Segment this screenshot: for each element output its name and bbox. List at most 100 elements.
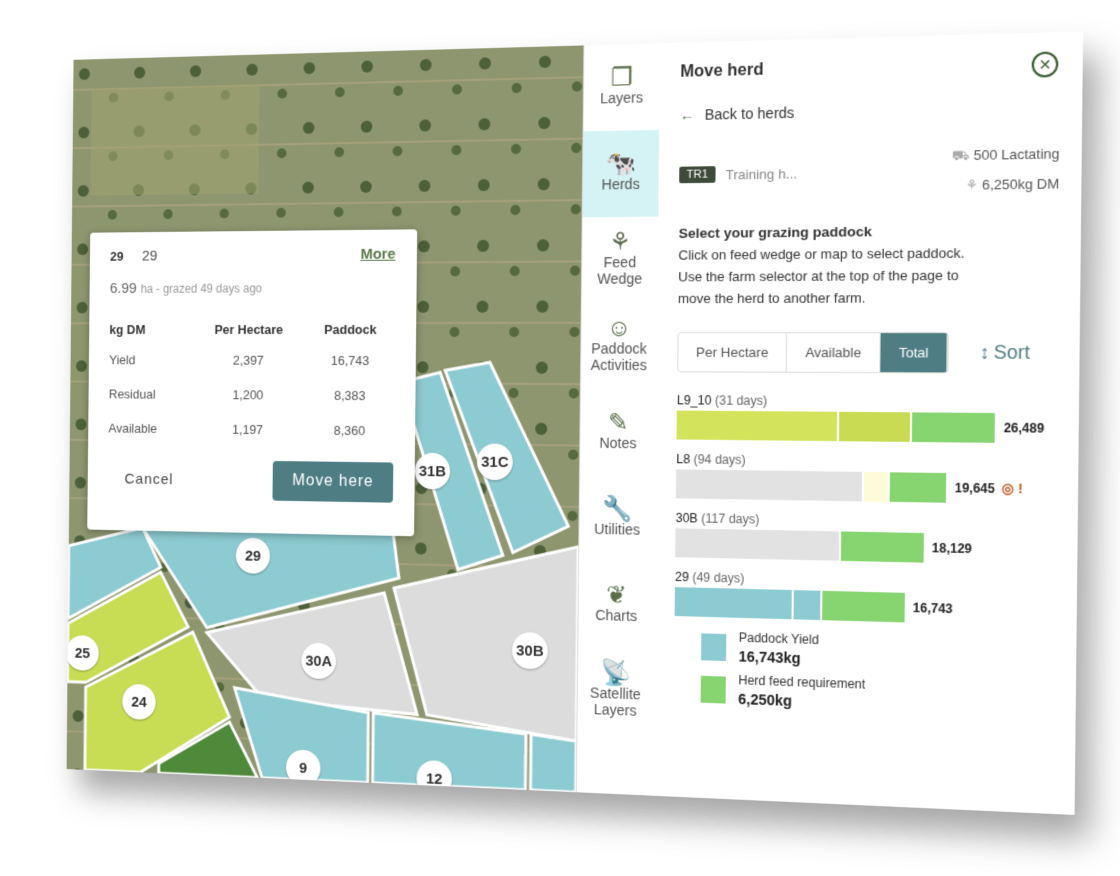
back-to-herds-link[interactable]: ← Back to herds xyxy=(680,98,1060,123)
tool-rail: ❐ Layers 🐄 Herds ⚘ Feed Wedge ☺ Paddock Acti… xyxy=(575,43,661,796)
instructions-line: Click on feed wedge or map to select pad… xyxy=(678,244,965,263)
tab-total[interactable]: Total xyxy=(880,333,949,373)
bar-item[interactable]: 29 (49 days) 16,743 xyxy=(674,569,1055,627)
paddock-label[interactable]: 30B xyxy=(511,631,549,670)
move-herd-panel: Move herd ✕ ← Back to herds TR1 Training … xyxy=(652,31,1083,815)
panel-title: Move herd xyxy=(680,61,764,81)
bar-segment xyxy=(836,411,911,442)
pen-icon: ✎ xyxy=(607,408,629,437)
cell: 8,360 xyxy=(333,422,366,439)
col-header: kg DM xyxy=(109,322,146,337)
more-link[interactable]: More xyxy=(360,245,396,263)
paddock-label[interactable]: 31B xyxy=(414,452,451,490)
paddock-30b[interactable] xyxy=(393,543,579,741)
paddock-name: 29 xyxy=(141,247,158,265)
rail-charts[interactable]: ❦ Charts xyxy=(578,561,654,649)
instructions: Select your grazing paddock Click on fee… xyxy=(678,218,1059,309)
bar-days: (49 days) xyxy=(692,569,745,586)
rail-label: Satellite Layers xyxy=(589,683,641,719)
table-row: Available 1,197 8,360 xyxy=(108,411,394,449)
herd-summary: TR1 Training h... ⛟ 500 Lactating ⚘ 6,250… xyxy=(679,139,1060,204)
feed-wedge-icon: ⚘ xyxy=(608,227,632,256)
cell: Yield xyxy=(109,352,136,368)
instructions-title: Select your grazing paddock xyxy=(678,223,873,242)
farmer-icon: ☺ xyxy=(606,314,632,342)
col-header: Per Hectare xyxy=(214,322,284,337)
bar-segment xyxy=(791,590,821,621)
bar-days: (31 days) xyxy=(714,393,768,409)
paddock-31b[interactable] xyxy=(399,372,505,570)
cell: 8,383 xyxy=(333,387,366,404)
bar-segment xyxy=(674,587,792,620)
paddock-9[interactable] xyxy=(234,688,369,783)
rail-label: Herds xyxy=(601,175,640,193)
legend-value: 16,743kg xyxy=(738,647,801,667)
cell: 1,197 xyxy=(232,421,264,438)
legend-label: Herd feed requirement xyxy=(738,672,866,692)
bar-item[interactable]: L9_10 (31 days) 26,489 xyxy=(676,393,1056,444)
move-here-button[interactable]: Move here xyxy=(272,460,394,503)
layers-icon: ❐ xyxy=(610,63,633,92)
paddock-label[interactable]: 30A xyxy=(301,642,337,680)
col-header: Paddock xyxy=(324,321,377,338)
bar-item[interactable]: 30B (117 days) 18,129 xyxy=(675,511,1055,566)
paddock-stats-table: kg DM Per Hectare Paddock Yield 2,397 16,743… xyxy=(108,316,395,449)
bar-days: (94 days) xyxy=(693,452,746,468)
cow-icon: 🐄 xyxy=(605,149,637,178)
rail-label: Notes xyxy=(599,434,637,451)
paddock-label[interactable]: 29 xyxy=(235,537,271,574)
chart-legend: Paddock Yield 16,743kg Herd feed requirem… xyxy=(700,629,1055,719)
bar-name: L9_10 xyxy=(676,392,712,408)
rail-notes[interactable]: ✎ Notes xyxy=(580,389,656,476)
herd-count: 500 Lactating xyxy=(973,145,1060,164)
paddock-24[interactable] xyxy=(85,629,231,777)
rail-feed-wedge[interactable]: ⚘ Feed Wedge xyxy=(582,217,658,304)
grass-icon: ⚘ xyxy=(965,176,979,193)
warning-mark: ! xyxy=(1017,480,1023,497)
bar-name: 29 xyxy=(674,569,689,585)
cell: Residual xyxy=(108,386,156,402)
sort-label: Sort xyxy=(993,341,1031,364)
paddock-label[interactable]: 24 xyxy=(122,683,156,721)
farm-map[interactable]: 29 31B 31C 30A 30B 25 24 9 12 29 29 More 6… xyxy=(66,45,584,793)
bar-segment xyxy=(887,472,947,503)
close-icon[interactable]: ✕ xyxy=(1031,51,1059,78)
tab-per-hectare[interactable]: Per Hectare xyxy=(678,333,788,372)
rail-label: Layers xyxy=(600,88,644,106)
tab-available[interactable]: Available xyxy=(787,333,881,373)
bar xyxy=(676,410,996,443)
rail-herds[interactable]: 🐄 Herds xyxy=(582,129,660,218)
cancel-button[interactable]: Cancel xyxy=(124,470,174,488)
bar-label: L9_10 (31 days) xyxy=(677,393,1057,410)
paddock-29[interactable] xyxy=(142,503,400,633)
paddock-popup: 29 29 More 6.99 ha - grazed 49 days ago kg… xyxy=(87,229,418,537)
bar-segment xyxy=(676,410,838,442)
wrench-icon: 🔧 xyxy=(601,494,633,523)
rail-paddock-activities[interactable]: ☺ Paddock Activities xyxy=(581,303,657,390)
cell: 16,743 xyxy=(330,352,370,369)
paddock-label[interactable]: 9 xyxy=(285,749,321,787)
legend-label: Paddock Yield xyxy=(738,630,819,648)
paddock-12[interactable] xyxy=(373,713,527,790)
table-row: Residual 1,200 8,383 xyxy=(109,377,395,414)
legend-swatch xyxy=(700,675,726,704)
paddock-area-suffix: ha - grazed 49 days ago xyxy=(140,281,263,296)
legend-item: Herd feed requirement 6,250kg xyxy=(700,672,1054,719)
herd-code-badge: TR1 xyxy=(679,166,716,184)
legend-value: 6,250kg xyxy=(738,690,793,710)
bar-item[interactable]: L8 (94 days) 19,645 ◎ ! xyxy=(675,452,1056,505)
rail-layers[interactable]: ❐ Layers xyxy=(584,43,660,131)
back-label: Back to herds xyxy=(704,104,795,123)
legend-swatch xyxy=(701,632,727,661)
view-toggle: Per Hectare Available Total xyxy=(677,332,950,374)
rail-satellite-layers[interactable]: 📡 Satellite Layers xyxy=(577,647,653,736)
cell: 1,200 xyxy=(232,387,264,403)
bar-label: L8 (94 days) xyxy=(676,452,1056,471)
sort-button[interactable]: ↕ Sort xyxy=(979,342,1030,364)
bar-total: 16,743 xyxy=(912,600,953,617)
bar xyxy=(675,469,947,503)
cow-icon: ⛟ xyxy=(951,147,970,164)
rail-utilities[interactable]: 🔧 Utilities xyxy=(579,475,655,563)
paddock-label[interactable]: 31C xyxy=(476,443,513,481)
bar-segment xyxy=(839,531,924,563)
